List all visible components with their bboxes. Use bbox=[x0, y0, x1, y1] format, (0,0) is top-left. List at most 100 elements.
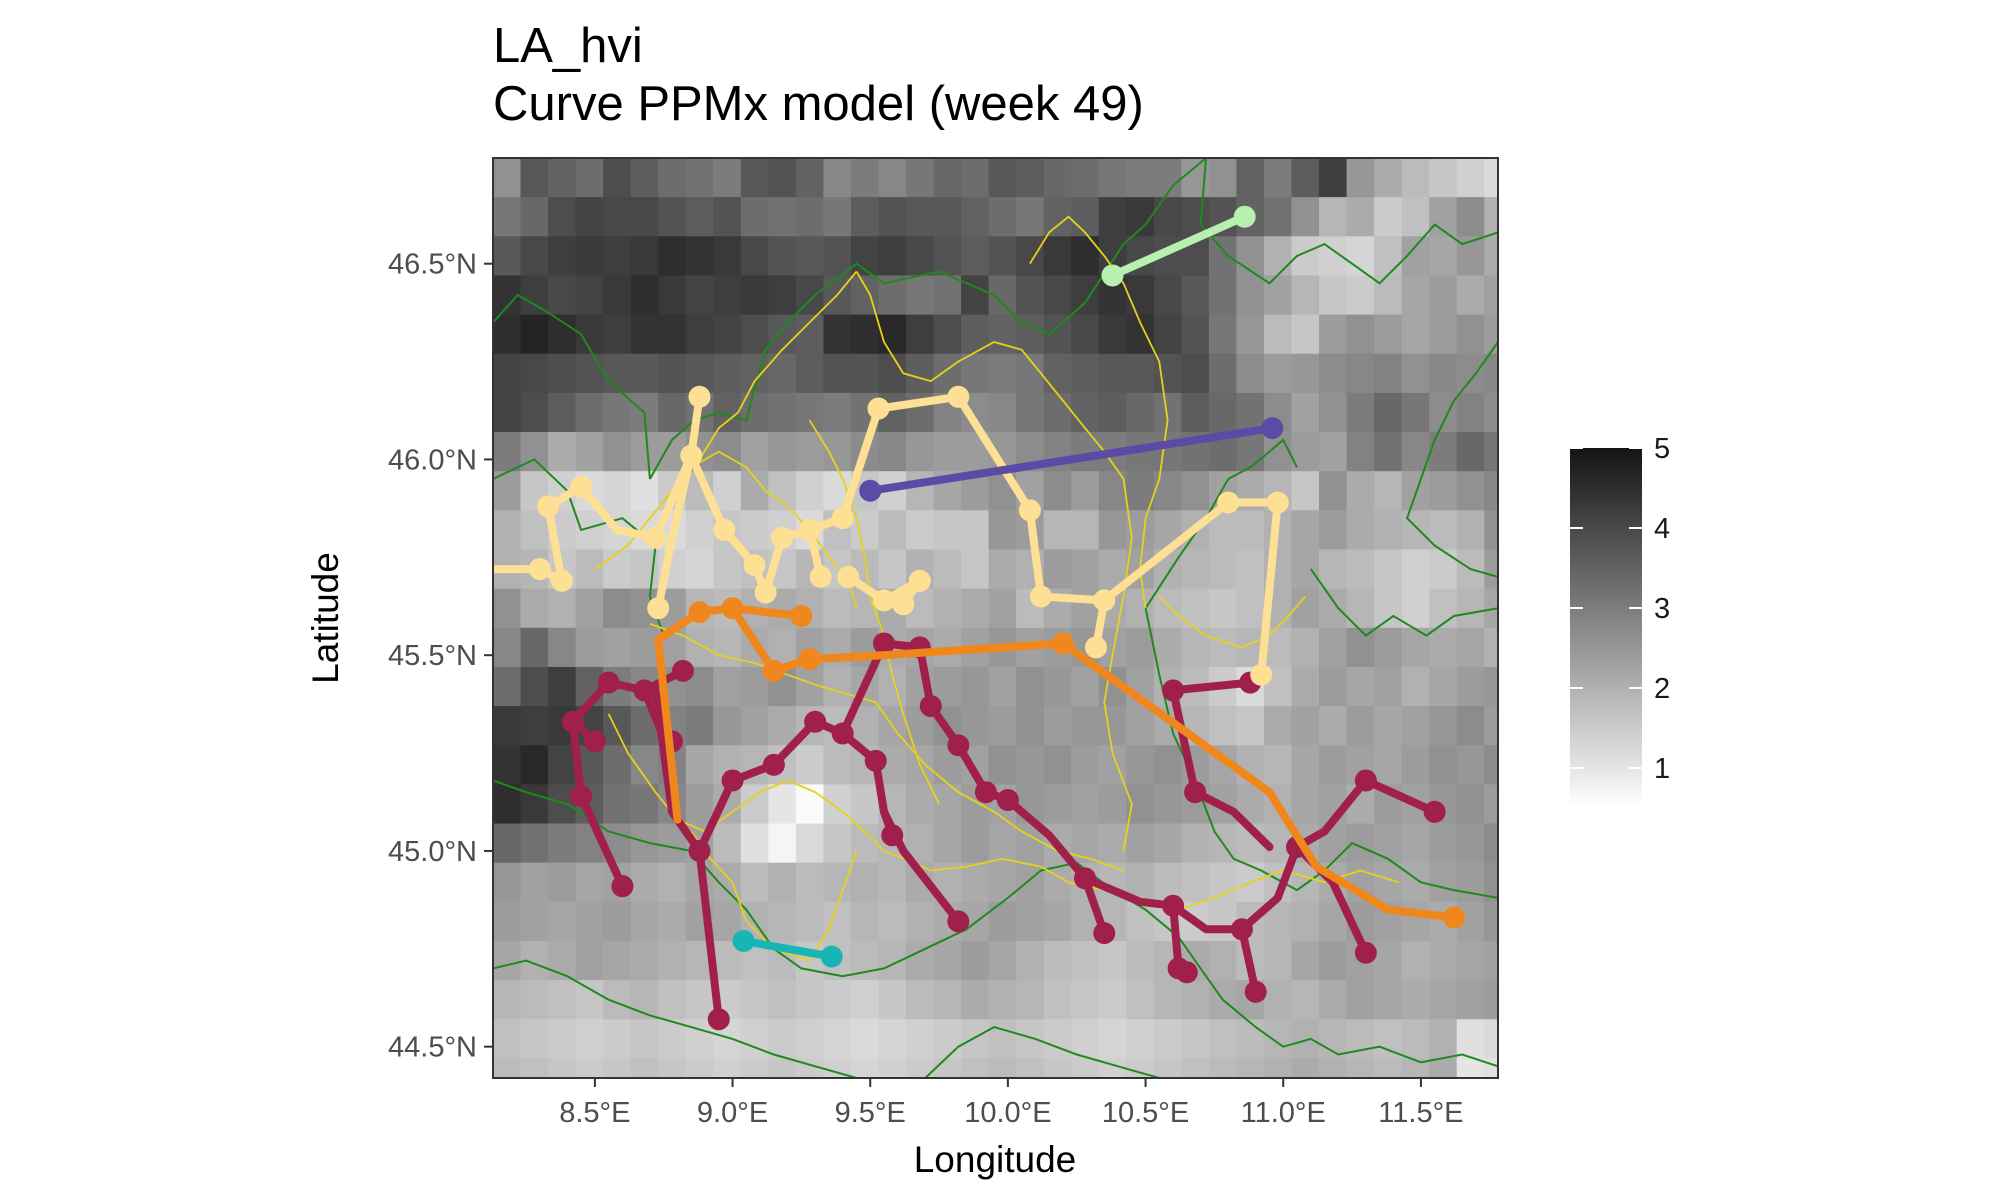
raster-cell bbox=[1071, 471, 1100, 511]
raster-cell bbox=[493, 666, 522, 707]
raster-cell bbox=[906, 236, 935, 277]
cluster-path bbox=[1100, 498, 1282, 679]
raster-cell bbox=[1126, 745, 1155, 785]
raster-cell bbox=[1153, 432, 1182, 472]
raster-cell bbox=[1181, 392, 1210, 433]
raster-cell bbox=[493, 197, 522, 237]
cluster-point bbox=[837, 565, 860, 588]
raster-cell bbox=[1071, 1058, 1100, 1078]
raster-cell bbox=[1374, 706, 1403, 746]
raster-cell bbox=[1319, 197, 1348, 237]
raster-cell bbox=[658, 158, 687, 198]
raster-cell bbox=[961, 197, 990, 237]
raster-cell bbox=[520, 588, 549, 629]
raster-cell bbox=[1401, 901, 1430, 942]
raster-cell bbox=[713, 158, 742, 198]
raster-cell bbox=[740, 980, 769, 1020]
province-border bbox=[607, 713, 885, 852]
raster-cell bbox=[1043, 666, 1072, 707]
cluster-point bbox=[1085, 636, 1107, 659]
raster-cell bbox=[603, 432, 632, 472]
raster-cell bbox=[933, 940, 962, 981]
plot-title: LA_hvi bbox=[493, 19, 643, 73]
raster-cell bbox=[1484, 706, 1498, 746]
cluster-path bbox=[1169, 678, 1255, 695]
raster-cell bbox=[548, 158, 577, 198]
province-border bbox=[874, 701, 1124, 872]
raster-cell bbox=[1263, 1019, 1293, 1060]
raster-cell bbox=[1484, 510, 1498, 551]
province-border bbox=[594, 450, 858, 609]
x-tick-label: 10.5°E bbox=[1102, 1097, 1189, 1129]
raster-cell bbox=[823, 392, 852, 433]
cluster-point bbox=[872, 589, 895, 612]
raster-cell bbox=[795, 314, 825, 355]
raster-cell bbox=[795, 197, 825, 237]
raster-cell bbox=[603, 549, 632, 590]
raster-cell bbox=[1346, 510, 1375, 551]
raster-cell bbox=[685, 314, 714, 355]
raster-cell bbox=[1429, 666, 1458, 707]
raster-cell bbox=[740, 823, 769, 864]
raster-cell bbox=[603, 1019, 632, 1060]
raster-cell bbox=[1098, 784, 1127, 825]
raster-cell bbox=[1429, 158, 1458, 198]
map-panel bbox=[492, 157, 1499, 1079]
raster-cell bbox=[1043, 980, 1072, 1020]
raster-cell bbox=[906, 432, 935, 472]
cluster-point bbox=[996, 789, 1019, 812]
raster-cell bbox=[1401, 823, 1430, 864]
raster-cell bbox=[520, 706, 549, 746]
raster-cell bbox=[823, 901, 852, 942]
raster-cell bbox=[493, 392, 522, 433]
cluster-point bbox=[1217, 491, 1240, 514]
raster-cell bbox=[1346, 980, 1375, 1020]
raster-cell bbox=[1126, 1019, 1155, 1060]
raster-cell bbox=[520, 666, 549, 707]
raster-cell bbox=[933, 823, 962, 864]
cluster-point bbox=[1162, 679, 1185, 702]
raster-cell bbox=[548, 980, 577, 1020]
raster-cell bbox=[548, 627, 577, 668]
raster-cell bbox=[1208, 353, 1238, 394]
raster-cell bbox=[1484, 236, 1498, 277]
x-tick-label: 9.0°E bbox=[697, 1097, 768, 1129]
raster-cell bbox=[548, 862, 577, 903]
raster-cell bbox=[1153, 588, 1182, 629]
raster-cell bbox=[823, 588, 852, 629]
raster-cell bbox=[1236, 353, 1265, 394]
region-border bbox=[649, 262, 885, 480]
raster-cell bbox=[1153, 784, 1182, 825]
raster-cell bbox=[1346, 197, 1375, 237]
raster-cell bbox=[1016, 1019, 1045, 1060]
raster-cell bbox=[988, 823, 1017, 864]
raster-cell bbox=[685, 197, 714, 237]
raster-cell bbox=[1291, 940, 1320, 981]
raster-cell bbox=[1346, 353, 1375, 394]
raster-cell bbox=[823, 432, 852, 472]
raster-cell bbox=[1016, 158, 1045, 198]
raster-cell bbox=[1374, 940, 1403, 981]
raster-cell bbox=[575, 275, 604, 316]
raster-cell bbox=[493, 236, 522, 277]
raster-cell bbox=[603, 588, 632, 629]
raster-cell bbox=[961, 510, 990, 551]
raster-cell bbox=[658, 353, 687, 394]
raster-cell bbox=[988, 158, 1017, 198]
raster-cell bbox=[1043, 549, 1072, 590]
raster-cell bbox=[823, 314, 852, 355]
raster-cell bbox=[961, 275, 990, 316]
raster-cell bbox=[1429, 823, 1458, 864]
raster-cell bbox=[906, 353, 935, 394]
raster-cell bbox=[1319, 353, 1348, 394]
raster-cell bbox=[961, 1058, 990, 1078]
raster-cell bbox=[1291, 353, 1320, 394]
raster-cell bbox=[878, 510, 907, 551]
raster-cell bbox=[988, 510, 1017, 551]
raster-cell bbox=[1401, 510, 1430, 551]
raster-cell bbox=[1456, 275, 1485, 316]
raster-cell bbox=[630, 940, 659, 981]
raster-cell bbox=[520, 314, 549, 355]
raster-cell bbox=[630, 745, 659, 785]
raster-cell bbox=[1401, 588, 1430, 629]
